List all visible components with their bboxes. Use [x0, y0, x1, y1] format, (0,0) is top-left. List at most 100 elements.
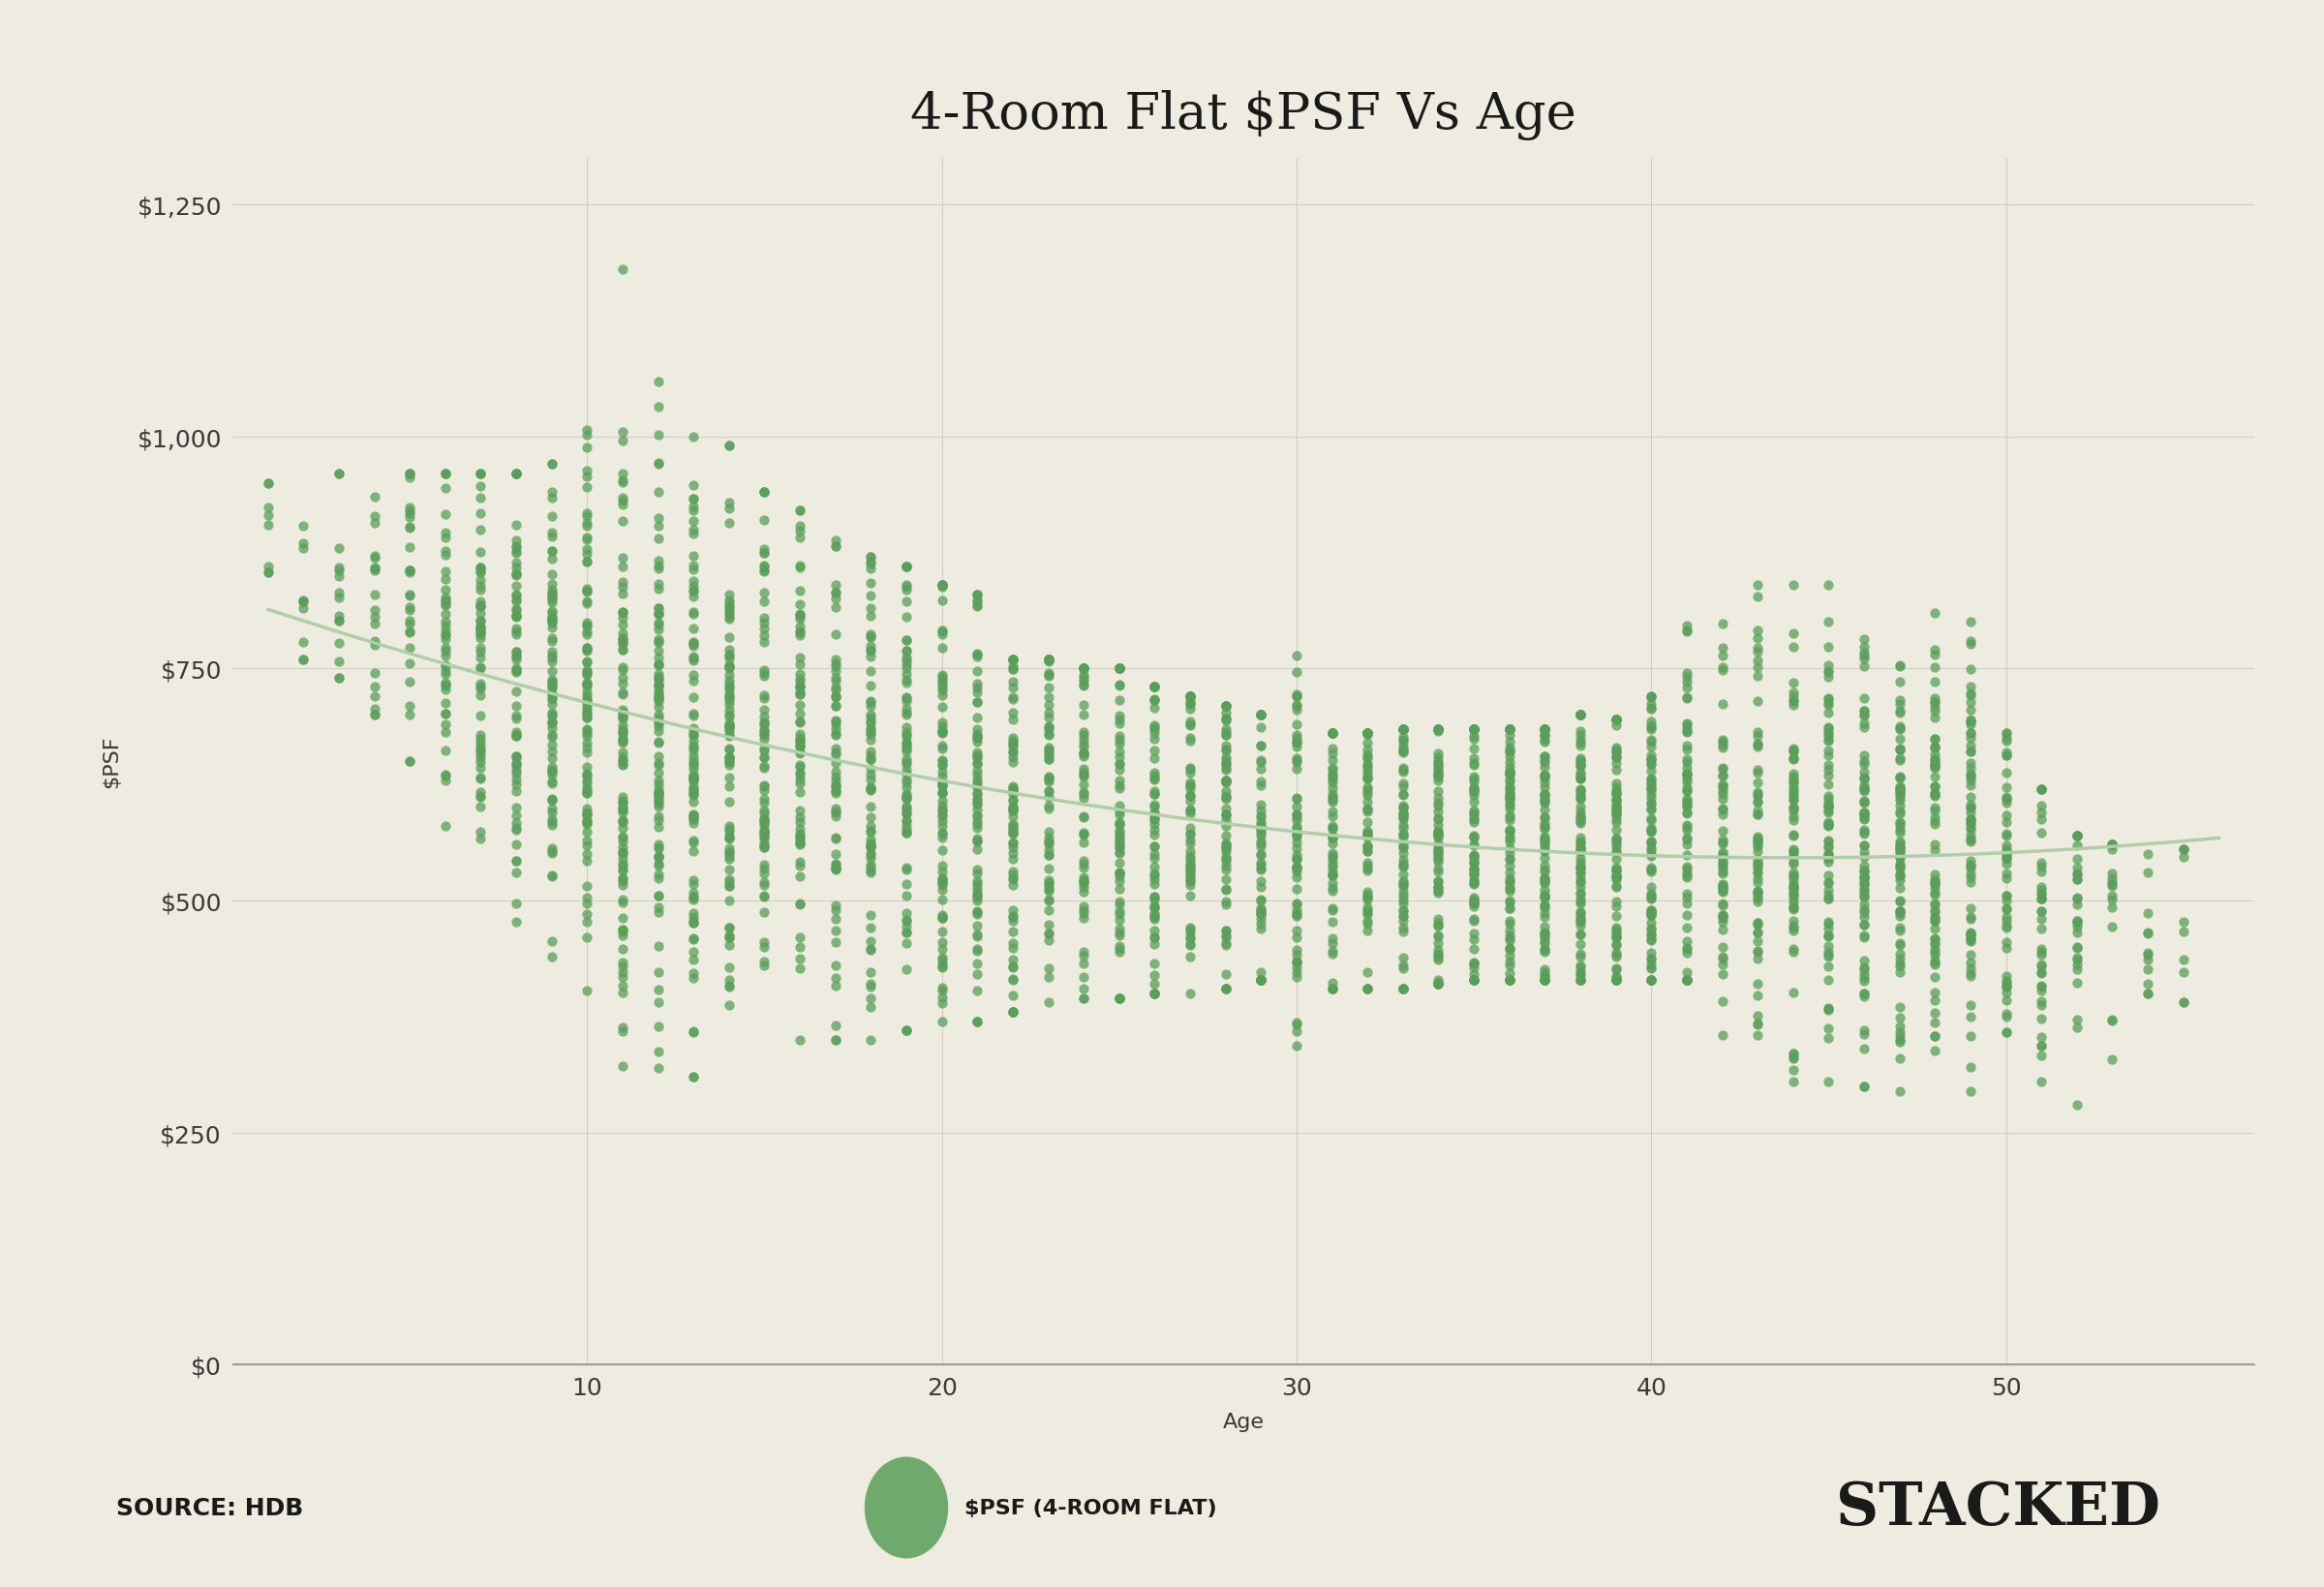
- Point: [995, 647, 1032, 673]
- Point: [1490, 760, 1527, 786]
- Point: [995, 1000, 1032, 1025]
- Point: [390, 462, 428, 487]
- Point: [1030, 649, 1067, 674]
- Point: [569, 541, 607, 567]
- Point: [1776, 778, 1813, 803]
- Point: [428, 738, 465, 763]
- Point: [1348, 882, 1385, 908]
- Point: [569, 511, 607, 536]
- Point: [711, 625, 748, 651]
- Point: [1669, 738, 1706, 763]
- Point: [532, 789, 569, 814]
- Point: [604, 581, 641, 606]
- Point: [1385, 916, 1422, 941]
- Point: [1776, 871, 1813, 897]
- Point: [1455, 778, 1492, 803]
- Point: [639, 730, 676, 755]
- Point: [816, 827, 853, 852]
- Point: [1136, 717, 1174, 743]
- Point: [1385, 919, 1422, 944]
- Point: [1917, 727, 1954, 752]
- Point: [674, 473, 711, 498]
- Point: [1562, 909, 1599, 935]
- Point: [1385, 725, 1422, 751]
- Point: [1597, 925, 1634, 951]
- Point: [1669, 966, 1706, 992]
- Point: [816, 736, 853, 762]
- Point: [2129, 841, 2166, 867]
- Point: [497, 719, 535, 744]
- Point: [1562, 779, 1599, 805]
- Point: [1348, 765, 1385, 790]
- Point: [1420, 741, 1457, 767]
- Point: [1455, 825, 1492, 851]
- Point: [816, 751, 853, 776]
- Point: [497, 849, 535, 874]
- Point: [1064, 703, 1102, 728]
- Point: [1810, 728, 1848, 754]
- Point: [1880, 689, 1917, 714]
- Point: [2129, 943, 2166, 968]
- Point: [960, 752, 997, 778]
- Point: [1030, 843, 1067, 868]
- Point: [746, 930, 783, 955]
- Point: [674, 767, 711, 792]
- Point: [1385, 852, 1422, 878]
- Point: [674, 543, 711, 568]
- Point: [1810, 813, 1848, 838]
- Point: [1880, 828, 1917, 854]
- Point: [1597, 713, 1634, 738]
- Point: [1064, 741, 1102, 767]
- Point: [428, 654, 465, 679]
- Point: [1420, 868, 1457, 893]
- Point: [853, 835, 890, 860]
- Point: [532, 609, 569, 635]
- Point: [888, 724, 925, 749]
- Point: [1669, 770, 1706, 795]
- Point: [711, 716, 748, 741]
- Point: [1810, 660, 1848, 686]
- Point: [1243, 966, 1281, 992]
- Point: [1243, 716, 1281, 741]
- Point: [1064, 657, 1102, 682]
- Point: [674, 703, 711, 728]
- Point: [1917, 965, 1954, 990]
- Point: [816, 779, 853, 805]
- Point: [428, 525, 465, 551]
- Point: [1738, 913, 1776, 938]
- Point: [1880, 776, 1917, 801]
- Point: [390, 462, 428, 487]
- Point: [1738, 984, 1776, 1009]
- Point: [1385, 976, 1422, 1001]
- Point: [1527, 924, 1564, 949]
- Point: [2094, 833, 2131, 859]
- Point: [462, 462, 500, 487]
- Point: [1206, 694, 1243, 719]
- Point: [674, 1065, 711, 1090]
- Point: [497, 659, 535, 684]
- Point: [711, 433, 748, 459]
- Point: [1634, 684, 1671, 709]
- Point: [1102, 740, 1139, 765]
- Point: [746, 952, 783, 978]
- Point: [1136, 884, 1174, 909]
- Point: [1030, 647, 1067, 673]
- Point: [960, 1009, 997, 1035]
- Point: [1597, 798, 1634, 824]
- Point: [1455, 966, 1492, 992]
- Point: [1455, 824, 1492, 849]
- Point: [960, 746, 997, 771]
- Point: [674, 768, 711, 794]
- Point: [888, 1019, 925, 1044]
- Point: [711, 497, 748, 522]
- Point: [497, 603, 535, 628]
- Point: [1030, 647, 1067, 673]
- Point: [1455, 833, 1492, 859]
- Point: [321, 608, 358, 633]
- Point: [853, 835, 890, 860]
- Point: [960, 727, 997, 752]
- Point: [711, 713, 748, 738]
- Point: [746, 857, 783, 882]
- Point: [1348, 778, 1385, 803]
- Point: [1136, 689, 1174, 714]
